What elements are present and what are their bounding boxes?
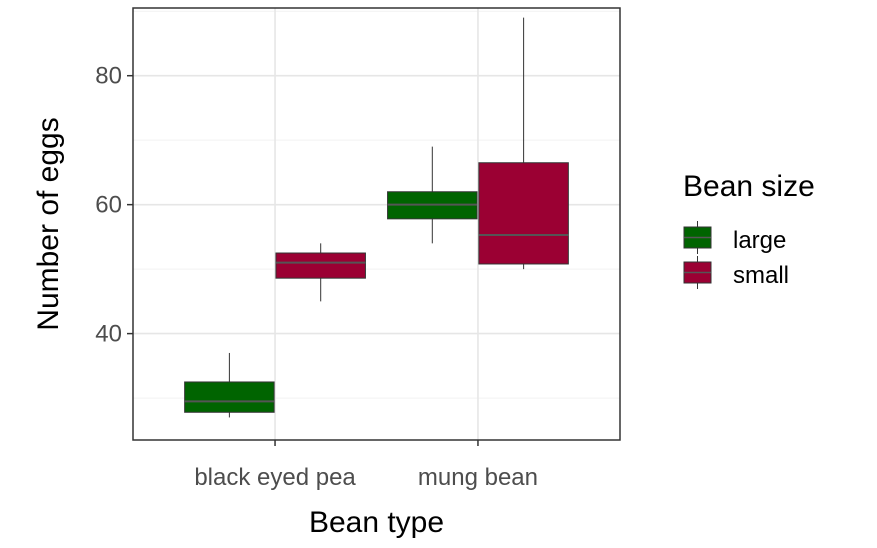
x-axis-label: Bean type (309, 506, 444, 539)
y-axis-ticks: 40 60 80 (95, 63, 133, 348)
y-tick-label: 60 (95, 192, 122, 219)
panel-border (132, 7, 621, 441)
y-tick-label: 80 (95, 63, 122, 90)
box-iqr (275, 252, 366, 279)
y-axis-label: Number of eggs (32, 117, 65, 330)
box-iqr (184, 381, 275, 413)
x-tick-label: black eyed pea (194, 464, 356, 491)
box-small (478, 17, 569, 270)
legend-item-small: small (683, 256, 789, 289)
legend-title: Bean size (683, 170, 815, 203)
legend: Bean size large small (683, 170, 815, 289)
box-large (184, 352, 275, 418)
legend-label: large (733, 227, 786, 254)
box-series (184, 17, 569, 418)
box-small (275, 243, 366, 302)
legend-item-large: large (683, 221, 786, 254)
x-axis-ticks: black eyed pea mung bean (194, 440, 538, 491)
box-iqr (478, 162, 569, 265)
x-tick-label: mung bean (418, 464, 538, 491)
legend-label: small (733, 262, 789, 289)
legend-keys: large small (683, 221, 789, 289)
y-tick-label: 40 (95, 321, 122, 348)
box-large (387, 146, 478, 244)
